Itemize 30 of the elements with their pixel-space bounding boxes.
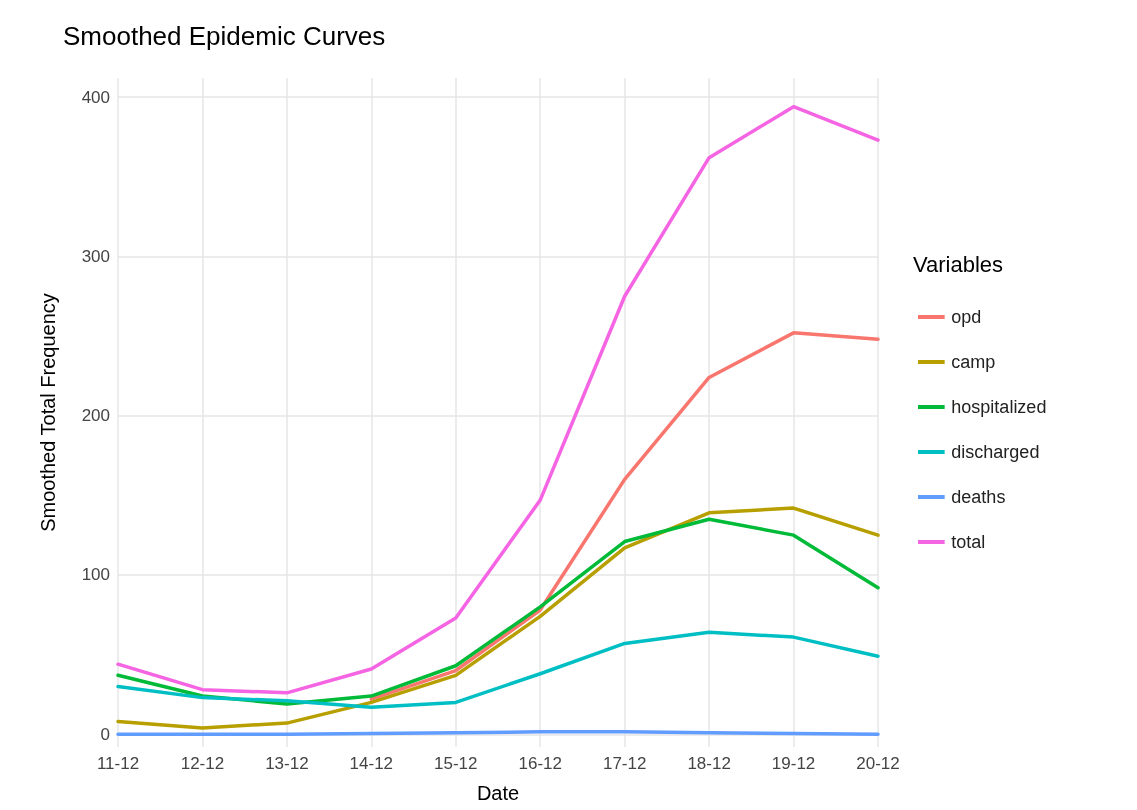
y-tick-label: 100 (81, 565, 110, 585)
x-axis-title: Date (476, 782, 520, 804)
x-tick-label: 13-12 (265, 754, 309, 773)
line-series (116, 104, 880, 695)
line-series (369, 331, 880, 701)
x-tick-label: 18-12 (687, 754, 731, 773)
x-tick-label: 17-12 (602, 754, 647, 773)
x-tick-label: 14-12 (349, 754, 394, 773)
y-tick-label: 300 (81, 246, 110, 266)
x-tick-label: 19-12 (771, 754, 816, 773)
x-tick-label: 20-12 (856, 754, 900, 773)
legend-title: Variables (913, 251, 1004, 277)
x-tick-label: 16-12 (518, 754, 562, 773)
x-tick-label: 15-12 (434, 754, 478, 773)
line-series (116, 506, 880, 730)
y-tick-label: 400 (81, 87, 110, 107)
x-tick-label: 11-12 (96, 754, 140, 773)
legend-label: discharged (951, 442, 1040, 462)
line-series (116, 517, 880, 706)
legend-label: camp (951, 352, 996, 372)
y-tick-label: 0 (100, 724, 110, 744)
legend-label: hospitalized (951, 397, 1047, 417)
chart-title: Smoothed Epidemic Curves (63, 21, 386, 51)
legend-label: opd (951, 307, 982, 327)
legend-label: total (951, 532, 986, 552)
x-tick-label: 12-12 (180, 754, 225, 773)
legend-label: deaths (951, 487, 1006, 507)
y-tick-label: 200 (81, 406, 110, 426)
y-axis-title: Smoothed Total Frequency (37, 293, 59, 532)
line-series (116, 630, 880, 709)
